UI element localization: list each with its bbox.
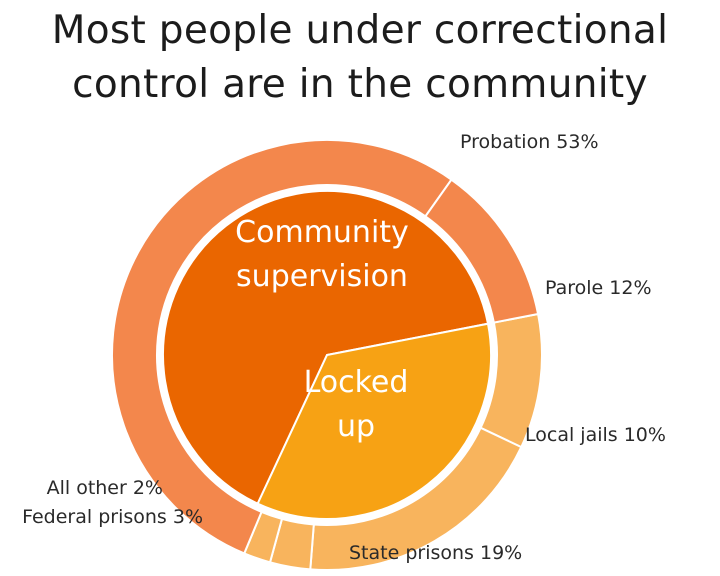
outer-label-local-jails: Local jails 10%: [525, 424, 666, 446]
outer-label-parole: Parole 12%: [545, 277, 652, 299]
outer-label-state-prisons: State prisons 19%: [349, 542, 522, 564]
inner-label-community-supervision-line-1: Community: [235, 215, 409, 250]
outer-label-probation: Probation 53%: [460, 131, 599, 153]
chart-title: Most people under correctional control a…: [0, 4, 720, 112]
outer-label-all-other: All other 2%: [47, 477, 163, 499]
title-line-2: control are in the community: [72, 62, 648, 107]
outer-label-federal-prisons: Federal prisons 3%: [22, 506, 203, 528]
inner-label-community-supervision-line-2: supervision: [236, 259, 408, 294]
inner-label-locked-up-line-2: up: [337, 409, 375, 444]
inner-slice-locked-up: [256, 322, 492, 520]
title-line-1: Most people under correctional: [51, 8, 669, 53]
inner-slice-community-supervision: [162, 190, 490, 505]
inner-label-locked-up-line-1: Locked: [304, 365, 409, 400]
